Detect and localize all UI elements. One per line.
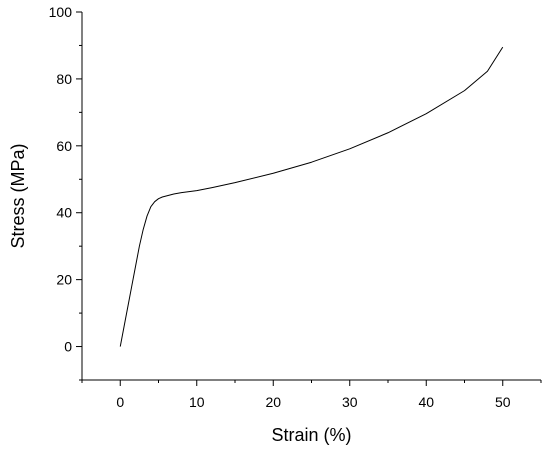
x-tick-label: 30 <box>342 394 358 410</box>
axes <box>81 12 541 381</box>
x-axis-ticks: 0 10 20 30 40 50 <box>81 380 542 410</box>
y-tick-label: 100 <box>49 4 73 20</box>
y-tick-label: 80 <box>56 71 72 87</box>
y-axis-label: Stress (MPa) <box>8 143 28 248</box>
x-tick-label: 0 <box>116 394 124 410</box>
stress-strain-curve <box>119 46 504 347</box>
x-tick-label: 10 <box>189 394 205 410</box>
y-tick-label: 60 <box>56 138 72 154</box>
y-tick-label: 0 <box>64 339 72 355</box>
y-tick-label: 40 <box>56 205 72 221</box>
plot-area <box>119 46 504 347</box>
x-tick-label: 40 <box>418 394 434 410</box>
y-tick-label: 20 <box>56 272 72 288</box>
y-axis-ticks: 0 20 40 60 80 100 <box>49 4 82 381</box>
x-tick-label: 50 <box>495 394 511 410</box>
x-axis-label: Strain (%) <box>271 425 351 445</box>
x-tick-label: 20 <box>265 394 281 410</box>
